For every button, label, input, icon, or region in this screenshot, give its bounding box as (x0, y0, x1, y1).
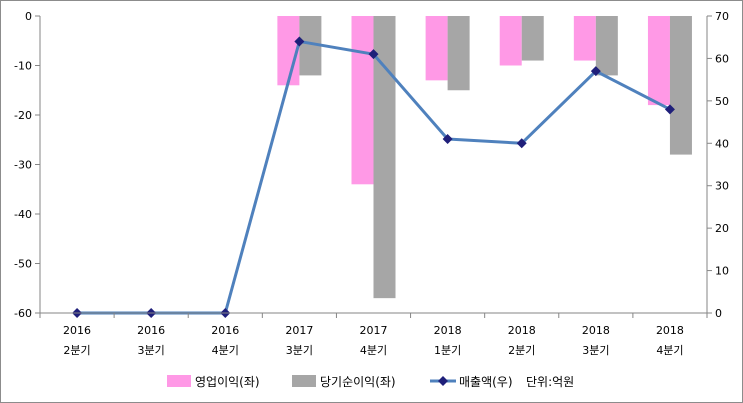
x-tick-year: 2018 (582, 324, 610, 337)
right-tick-label: 50 (715, 95, 729, 108)
legend-label-net-income: 당기순이익(좌) (320, 375, 396, 389)
x-tick-quarter: 1분기 (434, 344, 461, 357)
revenue-point-4 (368, 49, 379, 60)
revenue-point-7 (590, 66, 601, 77)
revenue-point-5 (442, 134, 453, 145)
legend-swatch-operating-profit (167, 375, 191, 387)
left-tick-label: -60 (14, 307, 32, 320)
x-tick-quarter: 3분기 (286, 344, 313, 357)
bar-operating-profit-6 (499, 16, 522, 66)
right-tick-label: 30 (715, 180, 729, 193)
right-tick-label: 20 (715, 222, 729, 235)
legend-label-revenue: 매출액(우) (459, 375, 513, 389)
bar-operating-profit-8 (647, 16, 670, 106)
x-tick-year: 2018 (434, 324, 462, 337)
bar-net-income-7 (595, 16, 618, 76)
right-tick-label: 0 (715, 307, 722, 320)
revenue-point-8 (664, 104, 675, 115)
left-tick-label: 0 (25, 10, 32, 23)
legend-marker-revenue (438, 376, 448, 386)
bar-operating-profit-5 (425, 16, 448, 81)
bar-operating-profit-4 (351, 16, 374, 185)
x-tick-year: 2016 (211, 324, 239, 337)
bar-operating-profit-3 (277, 16, 300, 86)
right-tick-label: 10 (715, 265, 729, 278)
x-tick-year: 2017 (360, 324, 388, 337)
bar-net-income-3 (299, 16, 322, 76)
left-tick-label: -10 (14, 60, 32, 73)
bar-layer (277, 16, 692, 299)
x-tick-year: 2018 (656, 324, 684, 337)
x-tick-year: 2017 (285, 324, 313, 337)
x-tick-quarter: 2분기 (508, 344, 535, 357)
x-tick-quarter: 3분기 (582, 344, 609, 357)
revenue-point-6 (516, 138, 527, 149)
x-tick-quarter: 4분기 (656, 344, 683, 357)
left-tick-label: -50 (14, 258, 32, 271)
legend-label-operating-profit: 영업이익(좌) (195, 375, 260, 389)
left-tick-label: -20 (14, 109, 32, 122)
legend: 영업이익(좌) 당기순이익(좌) 매출액(우) 단위:억원 (167, 375, 574, 389)
x-tick-quarter: 2분기 (63, 344, 90, 357)
x-tick-quarter: 4분기 (360, 344, 387, 357)
bar-net-income-5 (447, 16, 470, 91)
right-tick-label: 40 (715, 137, 729, 150)
x-tick-quarter: 4분기 (212, 344, 239, 357)
right-tick-label: 70 (715, 10, 729, 23)
x-tick-year: 2016 (137, 324, 165, 337)
revenue-point-3 (294, 36, 305, 47)
left-tick-label: -40 (14, 208, 32, 221)
x-tick-year: 2016 (63, 324, 91, 337)
unit-note: 단위:억원 (526, 375, 574, 389)
right-tick-label: 60 (715, 52, 729, 65)
x-tick-year: 2018 (508, 324, 536, 337)
bar-net-income-6 (521, 16, 544, 61)
bar-net-income-8 (669, 16, 692, 155)
legend-swatch-net-income (292, 375, 316, 387)
axes-layer: 0 -10 -20 -30 -40 -50 -60 70 60 50 40 30 20 10 0 2016 2분… (14, 10, 729, 357)
bar-net-income-4 (373, 16, 396, 299)
left-tick-label: -30 (14, 159, 32, 172)
bar-operating-profit-7 (573, 16, 596, 61)
x-tick-quarter: 3분기 (138, 344, 165, 357)
